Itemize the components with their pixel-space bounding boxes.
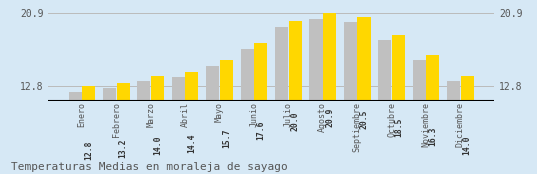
Bar (220, 60, 233, 174)
Bar (185, 72, 199, 174)
Text: Temperaturas Medias en moraleja de sayago: Temperaturas Medias en moraleja de sayag… (11, 162, 287, 172)
Bar (275, 27, 288, 174)
Bar (137, 81, 150, 174)
Text: 16.3: 16.3 (429, 126, 437, 146)
Text: 13.2: 13.2 (119, 139, 128, 158)
Text: 14.0: 14.0 (463, 135, 471, 155)
Text: 15.7: 15.7 (222, 129, 231, 148)
Bar (392, 35, 405, 174)
Bar (309, 19, 323, 174)
Text: 12.8: 12.8 (84, 140, 93, 160)
Bar (103, 88, 116, 174)
Bar (378, 40, 391, 174)
Bar (426, 55, 439, 174)
Bar (344, 22, 357, 174)
Bar (69, 92, 82, 174)
Bar (323, 13, 336, 174)
Bar (447, 81, 460, 174)
Text: 18.5: 18.5 (394, 117, 403, 137)
Text: 17.6: 17.6 (256, 121, 265, 140)
Bar (82, 86, 95, 174)
Bar (172, 77, 185, 174)
Text: 14.4: 14.4 (187, 134, 197, 153)
Bar (358, 17, 371, 174)
Bar (151, 76, 164, 174)
Bar (289, 21, 302, 174)
Text: 20.9: 20.9 (325, 107, 334, 127)
Text: 20.5: 20.5 (359, 109, 368, 129)
Bar (206, 66, 219, 174)
Bar (241, 49, 253, 174)
Text: 20.0: 20.0 (291, 111, 300, 130)
Bar (413, 60, 426, 174)
Text: 14.0: 14.0 (153, 135, 162, 155)
Bar (117, 83, 129, 174)
Bar (254, 43, 267, 174)
Bar (461, 76, 474, 174)
